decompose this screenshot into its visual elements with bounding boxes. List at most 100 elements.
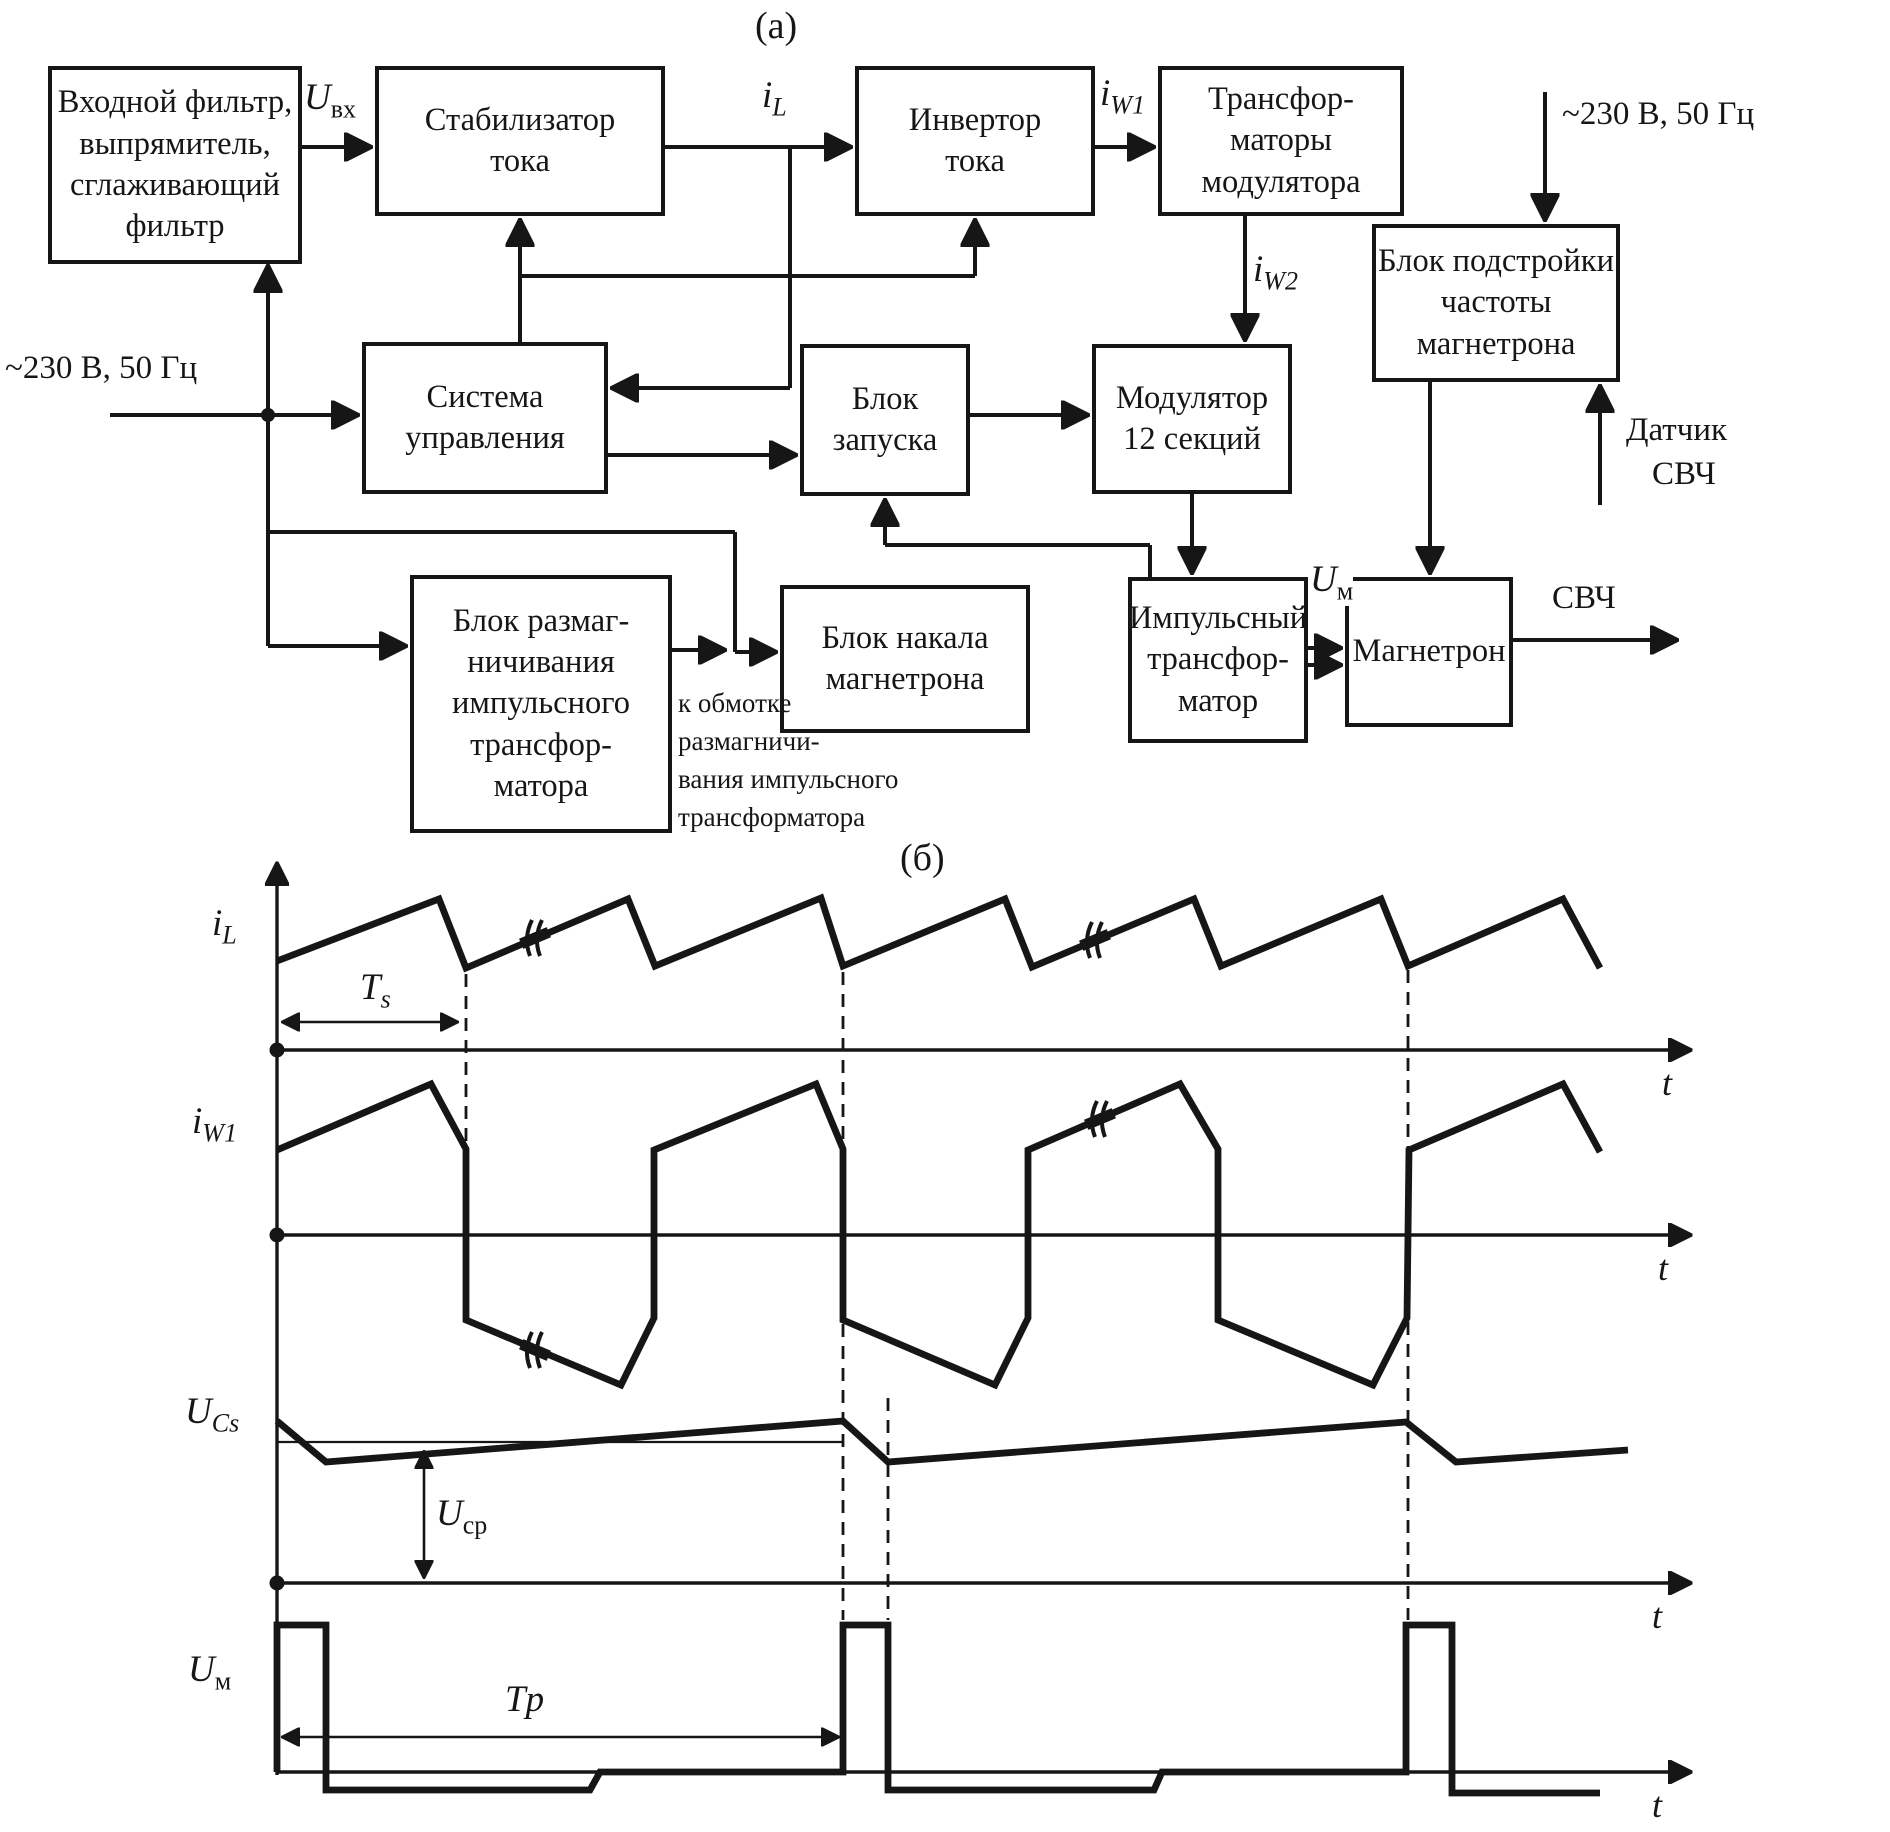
label-base: U <box>188 1649 215 1690</box>
origin-dot-il <box>269 1042 285 1058</box>
trace-u_cs <box>274 1417 1629 1466</box>
annotation-tp: Tp <box>505 1679 545 1720</box>
origin-dot-ucs <box>269 1575 285 1591</box>
label-sub: м <box>214 1666 232 1696</box>
trace-label-il: iL <box>212 902 237 950</box>
label-base: i <box>192 1101 203 1142</box>
block-line: выпрямитель, <box>79 125 271 162</box>
block-line: Блок накала <box>821 619 989 656</box>
trace-label-um: Uм <box>188 1648 231 1696</box>
label-i-w1: iW1 <box>1100 72 1145 120</box>
label-base: i <box>1100 73 1111 114</box>
label-base: i <box>762 75 773 116</box>
label-base: U <box>185 1391 212 1432</box>
axis-t-label-il: t <box>1662 1063 1673 1103</box>
mains-right-label: ~230 В, 50 Гц <box>1562 96 1755 132</box>
junction-dot-mains <box>261 408 275 422</box>
axis-t-label-iw1: t <box>1658 1248 1669 1288</box>
label-u-in: Uвх <box>304 76 356 124</box>
label-sub: s <box>380 984 391 1014</box>
label-sub: W1 <box>202 1118 237 1148</box>
waveform-traces <box>273 893 1629 1797</box>
label-sub: ср <box>462 1510 488 1540</box>
dimension-arrows <box>283 1022 838 1737</box>
block-line: Блок подстройки <box>1378 243 1614 280</box>
block-freq-tuning: Блок подстройки частоты магнетрона <box>1372 224 1620 382</box>
block-line: управления <box>405 420 565 456</box>
block-line: магнетрона <box>1416 325 1576 362</box>
axis-t-label-um: t <box>1652 1785 1663 1825</box>
sensor-label-line2: СВЧ <box>1652 456 1716 492</box>
block-line: маторы <box>1229 122 1333 159</box>
panel-b-axes <box>270 864 1691 1775</box>
coil-note-line3: вания импульсного <box>678 764 899 794</box>
block-line: Стабилизатор <box>424 101 616 138</box>
block-control-system: Система управления <box>362 342 608 494</box>
block-line: матора <box>493 767 589 804</box>
trace-label-iw1: iW1 <box>192 1100 237 1148</box>
block-line: модулятора <box>1201 163 1361 200</box>
coil-note-line2: размагничи- <box>678 726 820 756</box>
block-line: Система <box>426 378 544 415</box>
label-sub: W1 <box>1110 90 1145 120</box>
block-line: Инвертор <box>908 101 1042 138</box>
block-line: матор <box>1177 682 1259 719</box>
coil-note-line4: трансформатора <box>678 802 866 832</box>
block-line: Входной фильтр, <box>57 84 293 121</box>
trace-u_m <box>273 1621 1600 1797</box>
block-line: фильтр <box>125 208 225 245</box>
block-input-filter: Входной фильтр, выпрямитель, сглаживающи… <box>48 66 302 264</box>
panel-a-label: (а) <box>755 5 798 47</box>
waveform-break-marks <box>519 919 1116 1369</box>
label-sub: м <box>1336 576 1354 606</box>
axis-t-label-ucs: t <box>1652 1596 1663 1636</box>
block-magnetron: Магнетрон <box>1345 577 1513 727</box>
trace-label-ucs: UCs <box>185 1390 239 1438</box>
block-filament: Блок накала магнетрона <box>780 585 1030 733</box>
label-sub: вх <box>330 94 357 124</box>
block-modulator: Модулятор 12 секций <box>1092 344 1292 494</box>
sensor-label-line1: Датчик <box>1626 412 1728 448</box>
label-base: U <box>1310 559 1337 600</box>
block-line: магнетрона <box>825 661 985 697</box>
label-base: U <box>304 77 331 118</box>
label-sub: Cs <box>211 1408 240 1438</box>
label-u-m-a: Uм <box>1310 558 1354 607</box>
block-line: Блок <box>851 380 919 417</box>
dashed-time-markers <box>464 970 1410 1620</box>
block-line: сглаживающий <box>69 167 281 203</box>
uhf-output-label: СВЧ <box>1552 580 1616 616</box>
block-line: тока <box>945 143 1005 179</box>
block-line: тока <box>490 143 550 179</box>
panel-b-label: (б) <box>900 837 945 879</box>
break-mark <box>519 1331 551 1369</box>
label-sub: L <box>222 920 237 950</box>
block-demag: Блок размаг- ничивания импульсного транс… <box>410 575 672 833</box>
mains-left-label: ~230 В, 50 Гц <box>5 350 198 386</box>
label-sub: L <box>772 92 787 122</box>
block-line: 12 секций <box>1123 421 1261 457</box>
block-line: ничивания <box>467 644 615 681</box>
label-sub: W2 <box>1263 266 1298 296</box>
panel-a-wiring <box>110 92 1676 665</box>
break-mark <box>1084 1100 1116 1138</box>
break-mark <box>519 919 551 957</box>
block-line: Модулятор <box>1115 379 1269 416</box>
block-line: частоты <box>1440 284 1552 321</box>
block-start: Блок запуска <box>800 344 970 496</box>
block-line: Магнетрон <box>1352 633 1506 670</box>
trace-i_l <box>275 893 1603 973</box>
label-i-w2: iW2 <box>1253 248 1298 296</box>
block-line: запуска <box>832 422 938 458</box>
label-base: i <box>212 903 223 944</box>
annotation-uavg: Uср <box>436 1492 487 1540</box>
coil-note-line1: к обмотке <box>678 688 792 718</box>
block-line: трансфор- <box>470 726 612 763</box>
block-line: трансфор- <box>1147 641 1289 678</box>
label-base: T <box>360 967 381 1008</box>
origin-dot-iw1 <box>269 1227 285 1243</box>
annotation-ts: Ts <box>360 966 391 1014</box>
block-line: Импульсный <box>1128 600 1308 637</box>
